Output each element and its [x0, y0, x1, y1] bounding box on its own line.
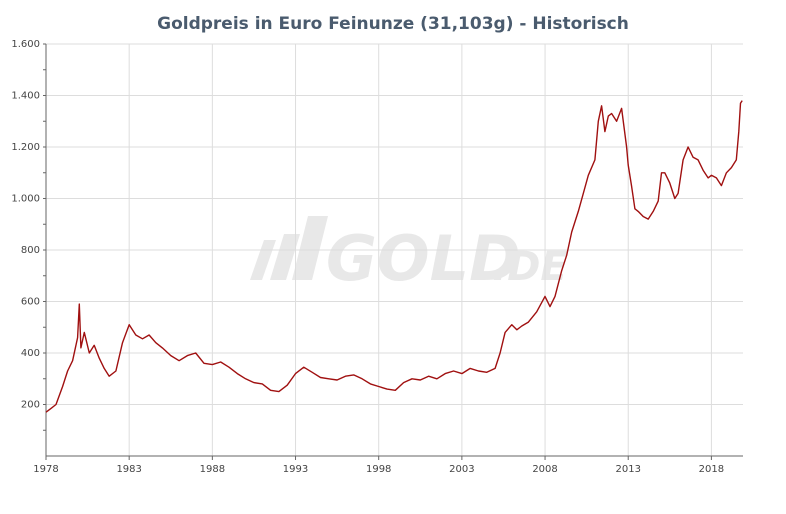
y-tick-label: 800 — [21, 245, 40, 256]
y-tick-label: 600 — [21, 297, 40, 308]
x-tick-label: 2013 — [615, 464, 640, 475]
y-tick-label: 400 — [21, 348, 40, 359]
x-tick-label: 2008 — [532, 464, 557, 475]
x-tick-label: 1988 — [200, 464, 225, 475]
axes: 200 400 600 800 1.000 1.200 1.400 1.600 1978 1983… — [11, 39, 743, 475]
y-tick-label: 1.400 — [11, 91, 40, 102]
watermark-stripe — [292, 216, 328, 280]
x-tick-label: 1993 — [283, 464, 308, 475]
y-tick-label: 1.000 — [11, 194, 40, 205]
series-layer — [45, 100, 743, 413]
grid — [46, 43, 743, 456]
y-tick-label: 1.200 — [11, 142, 40, 153]
series-line — [45, 100, 743, 413]
watermark-logo: GOLD.DE — [250, 216, 568, 295]
x-tick-label: 1983 — [116, 464, 141, 475]
watermark-text: GOLD — [326, 222, 521, 295]
y-tick-label: 200 — [21, 400, 40, 411]
chart-title: Goldpreis in Euro Feinunze (31,103g) - H… — [157, 14, 629, 34]
x-tick-label: 2018 — [699, 464, 724, 475]
x-tick-label: 2003 — [449, 464, 474, 475]
watermark-stripe — [270, 234, 300, 280]
y-tick-label: 1.600 — [11, 39, 40, 50]
x-tick-label: 1998 — [366, 464, 391, 475]
x-tick-label: 1978 — [33, 464, 58, 475]
watermark-suffix: .DE — [492, 244, 568, 290]
